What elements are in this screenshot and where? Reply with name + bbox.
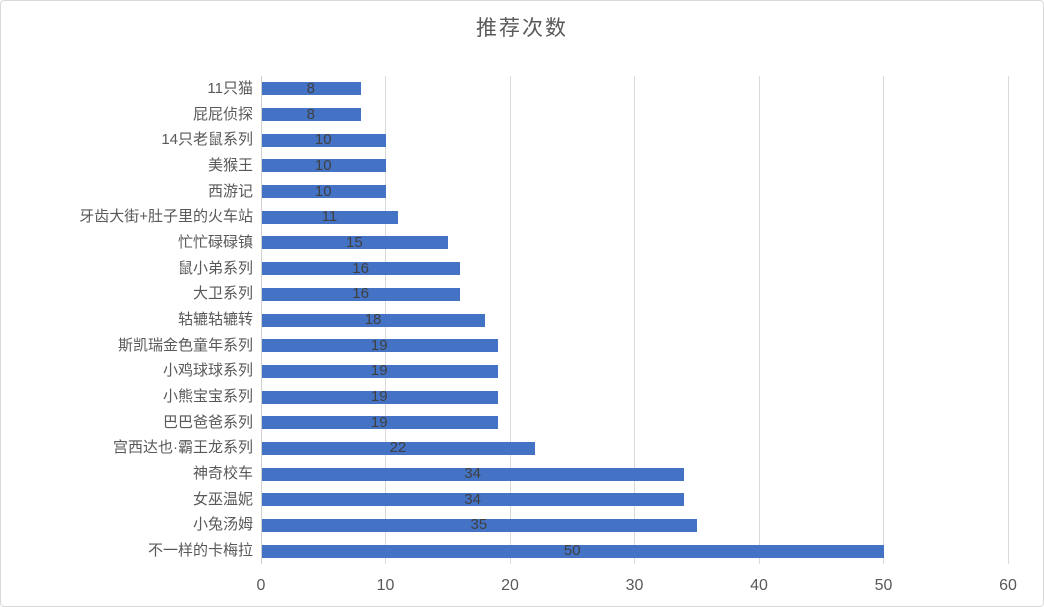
category-label: 宫西达也·霸王龙系列: [113, 439, 253, 457]
x-gridline: [883, 76, 884, 564]
bar: [262, 390, 498, 404]
data-label: 16: [352, 285, 369, 303]
data-label: 16: [352, 259, 369, 277]
bar: [262, 339, 498, 353]
category-label: 小鸡球球系列: [162, 362, 253, 380]
chart-title: 推荐次数: [476, 17, 568, 40]
category-label: 西游记: [207, 182, 253, 200]
x-axis-tick-label: 40: [750, 577, 768, 594]
bar: [262, 441, 535, 455]
data-label: 18: [364, 311, 382, 328]
category-label: 女巫温妮: [192, 490, 253, 508]
category-label: 小熊宝宝系列: [162, 388, 253, 406]
x-gridline: [758, 76, 760, 564]
data-label: 34: [464, 465, 481, 483]
data-label: 35: [470, 516, 488, 534]
bar: [262, 108, 361, 122]
category-label: 鼠小弟系列: [177, 259, 253, 277]
bar: [262, 364, 498, 378]
category-label: 屁屁侦探: [192, 105, 253, 123]
data-label: 8: [306, 105, 315, 123]
data-label: 8: [306, 79, 315, 97]
category-label: 斯凯瑞金色童年系列: [117, 336, 253, 354]
category-label: 巴巴爸爸系列: [162, 413, 253, 431]
x-axis-tick-label: 20: [501, 577, 519, 594]
bar: [262, 416, 498, 430]
bar: [262, 287, 461, 301]
x-axis-tick-label: 50: [874, 577, 893, 594]
bar: [262, 185, 386, 199]
bar: [262, 236, 448, 250]
data-label: 15: [346, 233, 363, 251]
bar: [262, 493, 685, 507]
x-axis-tick-label: 0: [256, 577, 266, 594]
x-axis-tick-label: 30: [625, 577, 644, 594]
bar: [262, 159, 386, 173]
bar: [262, 544, 884, 558]
data-label: 22: [389, 439, 407, 457]
category-label: 牙齿大街+肚子里的火车站: [79, 208, 253, 226]
x-axis-tick-label: 60: [999, 577, 1017, 594]
data-label: 50: [563, 542, 581, 560]
data-label: 11: [321, 208, 338, 226]
bar: [262, 133, 386, 147]
bar: [262, 210, 398, 224]
data-label: 19: [370, 362, 388, 380]
data-label: 19: [370, 413, 388, 431]
category-label: 大卫系列: [192, 285, 253, 303]
data-label: 19: [370, 388, 388, 406]
category-label: 11只猫: [207, 79, 253, 97]
category-label: 轱辘轱辘转: [177, 311, 253, 328]
x-gridline: [509, 76, 511, 564]
data-label: 19: [370, 336, 388, 354]
data-label: 10: [314, 156, 332, 174]
category-label: 不一样的卡梅拉: [147, 542, 253, 560]
category-label: 忙忙碌碌镇: [177, 233, 253, 251]
bar: [262, 518, 697, 532]
category-label: 小兔汤姆: [192, 516, 253, 534]
category-axis-line: [260, 76, 262, 564]
x-axis-tick-label: 10: [376, 577, 395, 594]
data-label: 10: [314, 131, 332, 149]
category-label: 美猴王: [207, 156, 253, 174]
x-gridline: [1007, 76, 1009, 564]
bar: [262, 467, 685, 481]
bar: [262, 313, 486, 327]
x-gridline: [634, 76, 635, 564]
data-label: 34: [464, 490, 481, 508]
bar: [262, 262, 461, 276]
data-label: 10: [314, 182, 332, 200]
category-label: 14只老鼠系列: [161, 131, 253, 149]
bar: [262, 82, 361, 96]
category-label: 神奇校车: [192, 465, 253, 483]
